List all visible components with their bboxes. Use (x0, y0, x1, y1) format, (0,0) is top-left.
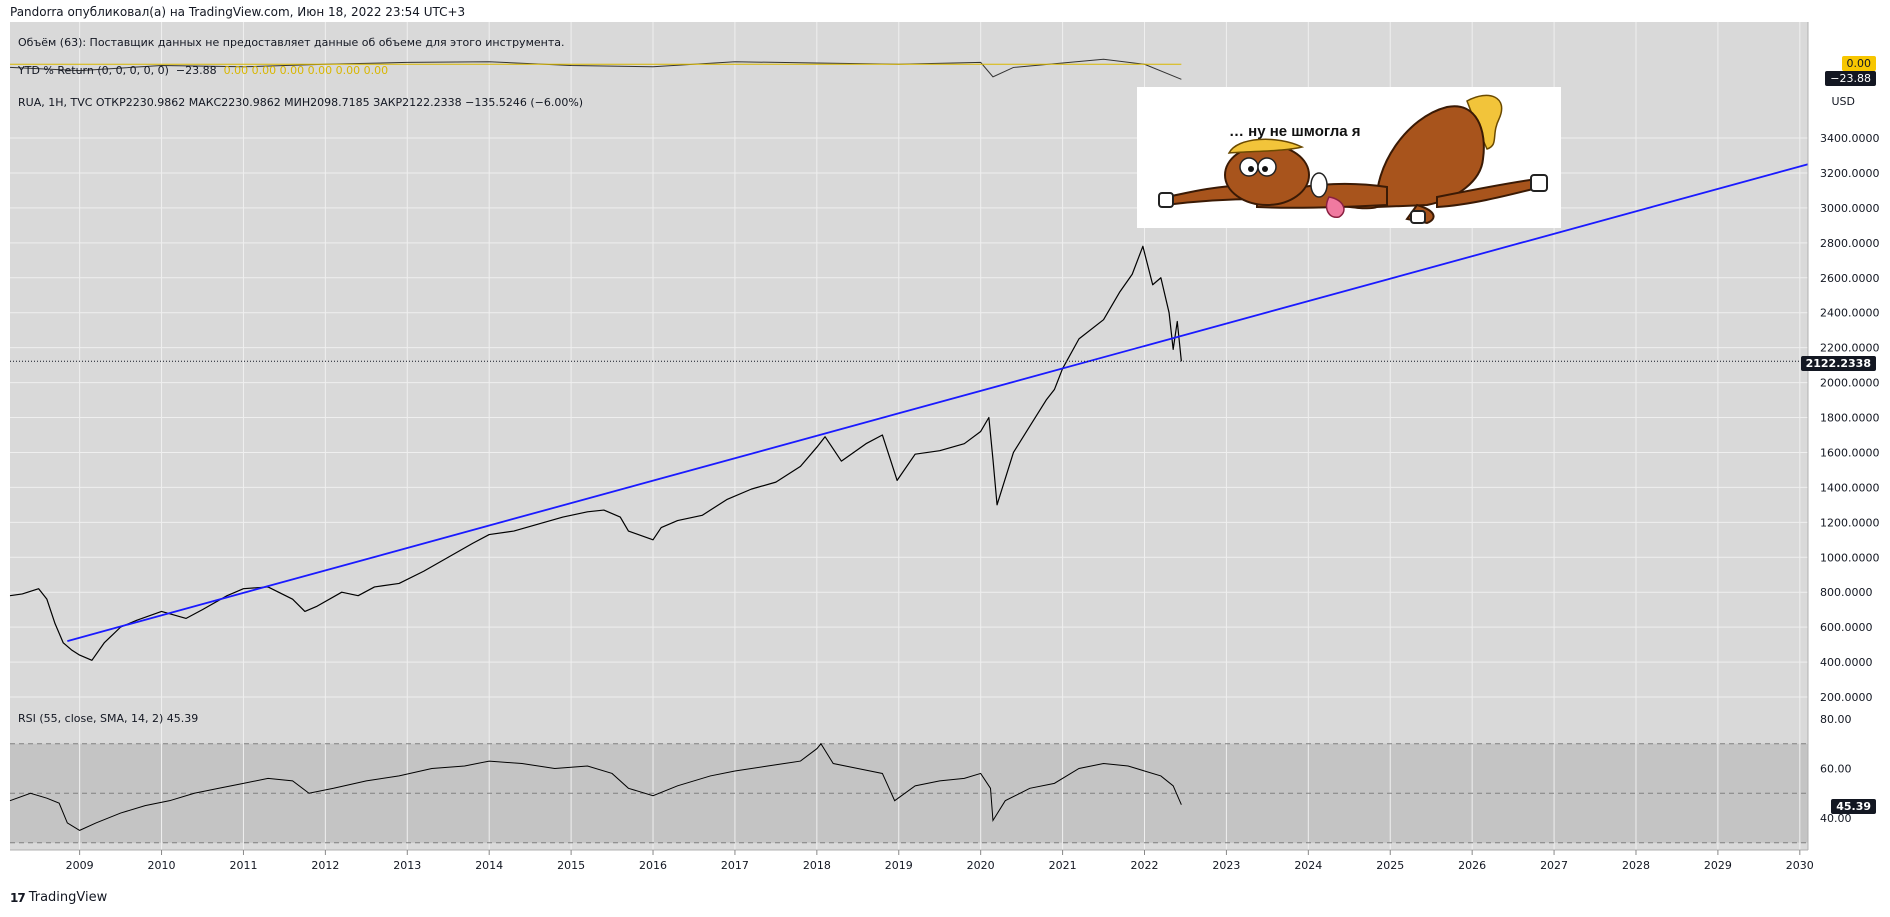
price-tick-label: 1800.0000 (1820, 412, 1880, 425)
price-series-line (9, 245, 1182, 661)
time-tick-label: 2012 (311, 859, 339, 872)
time-tick-label: 2015 (557, 859, 585, 872)
price-tick-label: 2200.0000 (1820, 342, 1880, 355)
price-plot (9, 245, 1182, 661)
time-axis-ticks[interactable]: 2009 2010 2011 2012 2013 2014 2015 2016 2017 2018… (66, 850, 1814, 872)
price-tick-label: 1400.0000 (1820, 481, 1880, 494)
ytd-legend-extra: 0.00 0.00 0.00 0.00 0.00 0.00 (223, 64, 389, 77)
time-tick-label: 2014 (475, 859, 503, 872)
price-tick-label: 3000.0000 (1820, 202, 1880, 215)
price-tick-label: 200.0000 (1820, 691, 1873, 704)
rsi-plot (9, 742, 1182, 831)
tradingview-brand: TradingView (28, 890, 108, 905)
time-tick-label: 2026 (1458, 859, 1486, 872)
publisher-line: Pandorra опубликовал(а) на TradingView.c… (10, 5, 466, 19)
price-tick-label: 2800.0000 (1820, 237, 1880, 250)
time-tick-label: 2024 (1294, 859, 1322, 872)
price-tick-label: 2600.0000 (1820, 272, 1880, 285)
time-tick-label: 2022 (1131, 859, 1159, 872)
ytd-value-badge: −23.88 (1825, 71, 1876, 86)
meme-caption: … ну не шмогла я (1229, 123, 1361, 140)
time-tick-label: 2025 (1376, 859, 1404, 872)
trend-line (67, 163, 1809, 642)
price-tick-label: 1600.0000 (1820, 446, 1880, 459)
time-tick-label: 2021 (1049, 859, 1077, 872)
time-tick-label: 2009 (66, 859, 94, 872)
volume-legend: Объём (63): Поставщик данных не предоста… (18, 36, 565, 49)
rsi-tick-label: 40.00 (1820, 812, 1852, 825)
time-tick-label: 2027 (1540, 859, 1568, 872)
price-tick-label: 400.0000 (1820, 656, 1873, 669)
price-tick-label: 1000.0000 (1820, 551, 1880, 564)
price-tick-label: 2000.0000 (1820, 377, 1880, 390)
ytd-series-line (9, 58, 1182, 80)
ytd-legend[interactable]: YTD % Return (0, 0, 0, 0, 0) −23.88 0.00… (18, 64, 388, 77)
ytd-legend-label: YTD % Return (0, 0, 0, 0, 0) (18, 64, 169, 77)
last-price-badge: 2122.2338 (1800, 356, 1876, 371)
tradingview-watermark[interactable]: 17 TradingView (10, 890, 107, 905)
rsi-tick-label: 60.00 (1820, 763, 1852, 776)
ytd-plot (9, 58, 1182, 80)
time-tick-label: 2016 (639, 859, 667, 872)
ytd-zero-badge: 0.00 (1841, 56, 1876, 71)
time-tick-label: 2028 (1622, 859, 1650, 872)
rsi-series-line (9, 742, 1182, 831)
time-tick-label: 2020 (967, 859, 995, 872)
price-axis-ticks[interactable]: 200.0000 400.0000 600.0000 800.0000 1000.000… (1820, 132, 1880, 704)
price-tick-label: 2400.0000 (1820, 307, 1880, 320)
currency-label: USD (1831, 95, 1855, 108)
price-tick-label: 3200.0000 (1820, 167, 1880, 180)
ytd-legend-value: −23.88 (175, 64, 217, 77)
rsi-legend[interactable]: RSI (55, close, SMA, 14, 2) 45.39 (18, 712, 199, 725)
rsi-band (10, 743, 1808, 843)
time-tick-label: 2023 (1212, 859, 1240, 872)
price-tick-label: 600.0000 (1820, 621, 1873, 634)
time-tick-label: 2017 (721, 859, 749, 872)
time-tick-label: 2019 (885, 859, 913, 872)
rsi-tick-label: 80.00 (1820, 713, 1852, 726)
time-tick-label: 2029 (1704, 859, 1732, 872)
time-tick-label: 2011 (229, 859, 257, 872)
rsi-axis-ticks[interactable]: 40.00 60.00 80.00 (1820, 713, 1852, 825)
time-tick-label: 2010 (148, 859, 176, 872)
price-tick-label: 3400.0000 (1820, 132, 1880, 145)
trend-plot[interactable] (67, 163, 1809, 642)
time-tick-label: 2030 (1786, 859, 1814, 872)
horse-icon (1158, 94, 1548, 225)
ohlc-legend[interactable]: RUA, 1H, TVC ОТКР2230.9862 МАКС2230.9862… (18, 96, 584, 109)
time-tick-label: 2018 (803, 859, 831, 872)
price-tick-label: 800.0000 (1820, 586, 1873, 599)
time-tick-label: 2013 (393, 859, 421, 872)
rsi-value-badge: 45.39 (1831, 799, 1876, 814)
meme-image: … ну не шмогла я (1137, 87, 1561, 228)
price-tick-label: 1200.0000 (1820, 516, 1880, 529)
tradingview-logo-icon: 17 (10, 890, 26, 905)
